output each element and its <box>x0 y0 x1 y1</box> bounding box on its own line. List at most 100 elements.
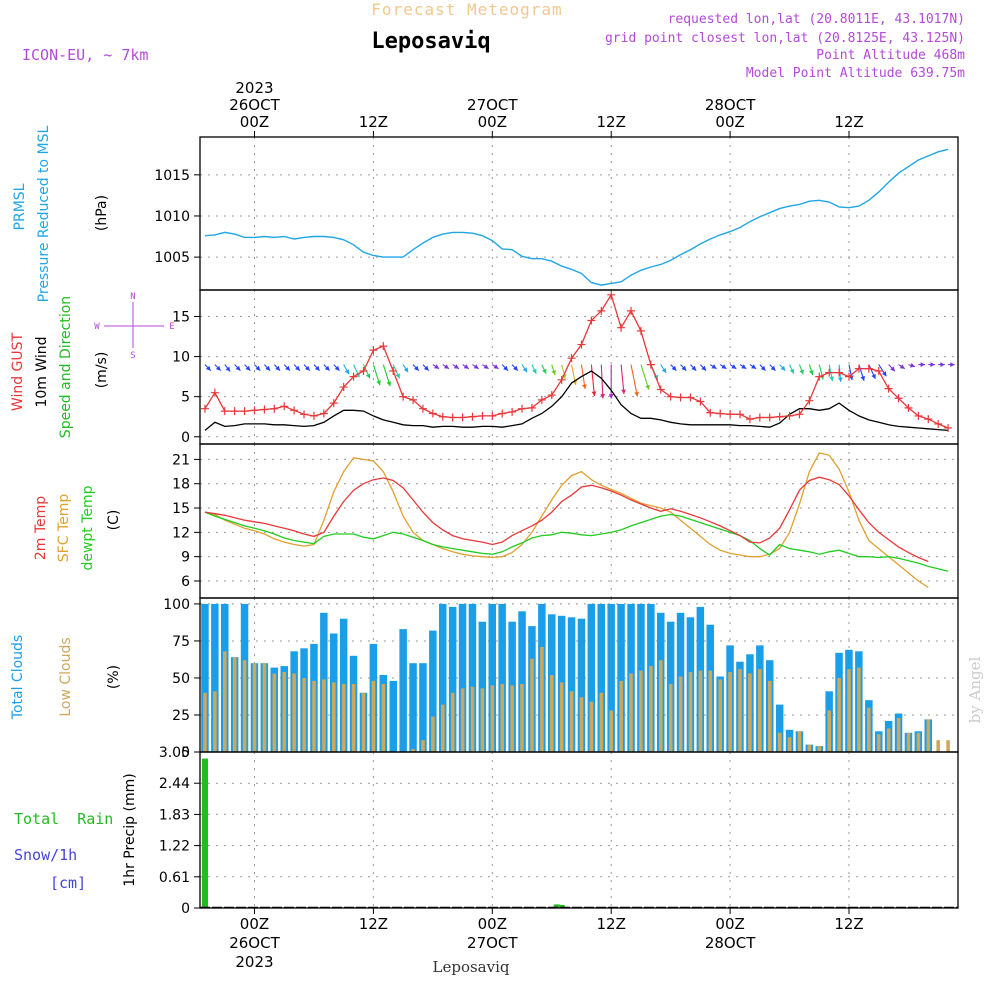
bottom-time-label-4-1: 28OCT <box>705 934 756 952</box>
wind-arrow-head <box>413 365 419 371</box>
gust-point <box>924 415 933 424</box>
gust-point <box>894 394 903 403</box>
pressure-unit: (hPa) <box>94 195 110 231</box>
low-cloud-bar <box>559 682 564 752</box>
total-cloud-bar <box>399 629 407 752</box>
wind-arrow-head <box>671 365 677 371</box>
wind-arrow-head <box>608 394 614 399</box>
pressure-labels: PRMSL Pressure Reduced to MSL (hPa) <box>12 125 110 302</box>
low-cloud-bar <box>748 673 752 752</box>
wind-arrow-head <box>532 368 537 374</box>
low-cloud-bar <box>262 663 267 752</box>
total-cloud-bar <box>201 603 209 752</box>
rain-bar <box>202 758 208 908</box>
point-altitude: Point Altitude 468m <box>816 48 965 63</box>
gust-point <box>349 372 358 381</box>
wind-arrow <box>273 364 281 371</box>
cloud-labels: Total Clouds Low Clouds (%) <box>10 635 122 720</box>
gust-point <box>210 388 219 397</box>
gust-point <box>815 372 824 381</box>
low-cloud-bar <box>282 672 286 752</box>
t2m-line <box>204 476 929 563</box>
wind-frame <box>199 289 959 445</box>
pressure-frame <box>199 136 959 291</box>
gust-point <box>498 409 507 418</box>
low-cloud-bar <box>520 683 524 752</box>
gust-point <box>319 409 328 418</box>
clouds-ytick-label-1: 25 <box>172 708 190 724</box>
precip-ytick-label-1: 0.61 <box>159 870 190 886</box>
wind-arrow-head <box>255 365 261 371</box>
wind-arrow <box>600 364 606 399</box>
wind-arrow <box>858 364 866 381</box>
wind-arrow-head <box>950 362 955 367</box>
wind-arrow-head <box>205 365 211 371</box>
low-cloud-bar <box>470 686 475 752</box>
wind-arrow <box>640 364 650 390</box>
wind-arrow-head <box>453 364 459 369</box>
total-cloud-bar <box>409 663 417 752</box>
total-cloud-bar <box>211 603 219 752</box>
gust-point <box>864 364 873 373</box>
wind-arrow-head <box>304 365 310 371</box>
gust-point <box>627 306 636 315</box>
total-cloud-bar <box>429 630 437 752</box>
wind-arrow <box>303 364 311 371</box>
gust-point <box>329 399 338 408</box>
temp-unit: (C) <box>106 510 122 531</box>
low-cloud-bar <box>579 697 584 752</box>
wind-arrow <box>868 364 876 380</box>
wind-arrow-head <box>741 364 747 369</box>
low-cloud-bar <box>629 673 633 752</box>
gust-point <box>696 397 705 406</box>
precip-panel: 0 0.61 1.22 1.83 2.44 3.05 <box>159 745 959 917</box>
low-cloud-bar <box>847 669 851 752</box>
wind-arrow-head <box>443 364 449 369</box>
low-cloud-bar <box>252 663 257 752</box>
requested-coords: requested lon,lat (20.8011E, 43.1017N) <box>668 12 965 27</box>
wind-arrow-head <box>634 391 639 397</box>
low-cloud-bar <box>906 732 911 753</box>
low-cloud-bar <box>242 660 247 752</box>
low-cloud-bar <box>312 680 316 752</box>
gust-point <box>884 384 893 393</box>
low-cloud-bar <box>718 679 722 752</box>
gust-point <box>944 423 953 432</box>
model-altitude: Model Point Altitude 639.75m <box>746 66 965 81</box>
wind-arrow <box>561 364 567 379</box>
wind-arrow-head <box>483 364 489 369</box>
wind-arrow <box>660 364 667 374</box>
wind-arrow-head <box>910 363 915 368</box>
low-cloud-bar <box>302 678 306 752</box>
gust-point <box>934 419 943 428</box>
gust-point <box>458 413 467 422</box>
gust-point <box>547 391 556 400</box>
wind-arrow <box>630 364 639 397</box>
wind-arrow-head <box>493 364 499 369</box>
low-cloud-bar <box>232 657 237 752</box>
gust-point <box>914 411 923 420</box>
wind-arrow <box>442 364 450 370</box>
temp-labels: 2m Temp SFC Temp dewpt Temp (C) <box>33 485 122 570</box>
low-cloud-bar <box>936 740 940 752</box>
wind-arrow <box>462 364 470 370</box>
wind-arrow <box>254 364 261 371</box>
gust-point <box>309 411 318 420</box>
gust-point <box>736 410 745 419</box>
low-cloud-bar <box>688 672 693 752</box>
wind-arrow <box>244 364 251 371</box>
wind-arrow <box>412 364 420 371</box>
total-cloud-bar <box>478 621 487 752</box>
gust-point <box>280 402 289 411</box>
wind-arrow <box>472 364 479 370</box>
low-cloud-bar <box>876 734 881 752</box>
bottom-time-label-3-0: 12Z <box>597 915 626 933</box>
wind-arrow <box>323 364 330 371</box>
low-cloud-bar <box>916 732 921 753</box>
wind-arrow <box>759 364 766 371</box>
wind-arrow-head <box>314 365 320 371</box>
wind-arrow <box>372 364 381 386</box>
pressure-ytick-label-1: 1010 <box>154 209 190 225</box>
clouds-panel: 0 25 50 75 100 <box>163 597 959 761</box>
